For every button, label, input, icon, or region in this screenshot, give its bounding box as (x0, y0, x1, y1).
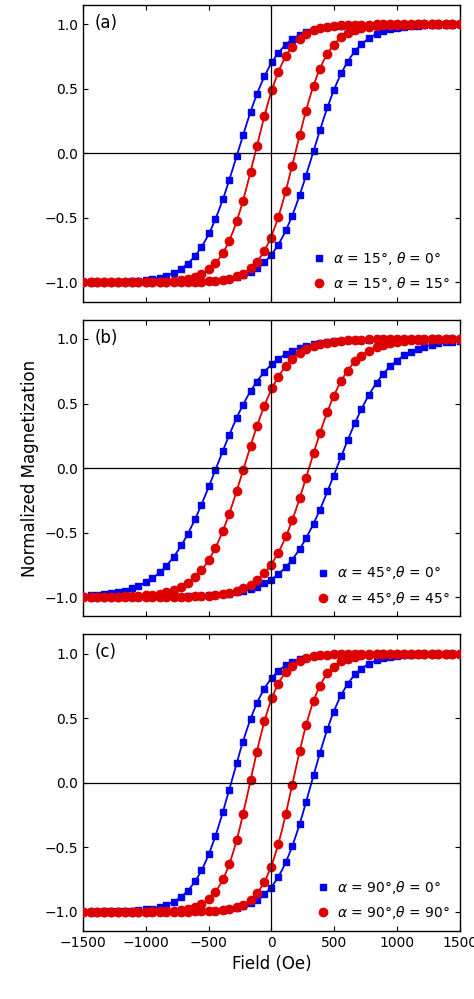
Text: (c): (c) (94, 643, 116, 661)
$\alpha$ = 45°,$\theta$ = 45° (80, 591, 86, 603)
Y-axis label: Normalized Magnetization: Normalized Magnetization (21, 360, 39, 576)
$\alpha$ = 15°, $\theta$ = 0° (415, 20, 421, 32)
$\alpha$ = 90°,$\theta$ = 0° (88, 906, 93, 918)
$\alpha$ = 15°, $\theta$ = 15° (366, 21, 372, 33)
$\alpha$ = 90°,$\theta$ = 90° (415, 647, 421, 659)
$\alpha$ = 45°,$\theta$ = 45° (88, 591, 93, 603)
$\alpha$ = 45°,$\theta$ = 45° (317, 428, 323, 440)
$\alpha$ = 15°, $\theta$ = 0° (457, 19, 463, 31)
$\alpha$ = 15°, $\theta$ = 0° (88, 277, 93, 289)
$\alpha$ = 90°,$\theta$ = 0° (122, 906, 128, 918)
Text: (b): (b) (94, 329, 118, 347)
Line: $\alpha$ = 45°,$\theta$ = 45°: $\alpha$ = 45°,$\theta$ = 45° (79, 335, 464, 601)
$\alpha$ = 90°,$\theta$ = 90° (457, 647, 463, 659)
$\alpha$ = 45°,$\theta$ = 0° (415, 343, 421, 355)
$\alpha$ = 15°, $\theta$ = 15° (122, 277, 128, 289)
$\alpha$ = 45°,$\theta$ = 45° (366, 345, 372, 357)
Line: $\alpha$ = 15°, $\theta$ = 0°: $\alpha$ = 15°, $\theta$ = 0° (80, 21, 463, 286)
$\alpha$ = 45°,$\theta$ = 45° (388, 337, 393, 349)
$\alpha$ = 90°,$\theta$ = 90° (317, 680, 323, 692)
$\alpha$ = 15°, $\theta$ = 15° (317, 63, 323, 75)
$\alpha$ = 15°, $\theta$ = 15° (415, 18, 421, 30)
$\alpha$ = 15°, $\theta$ = 15° (388, 19, 393, 31)
Line: $\alpha$ = 45°,$\theta$ = 0°: $\alpha$ = 45°,$\theta$ = 0° (80, 338, 463, 600)
Legend: $\alpha$ = 15°, $\theta$ = 0°, $\alpha$ = 15°, $\theta$ = 15°: $\alpha$ = 15°, $\theta$ = 0°, $\alpha$ … (308, 247, 453, 295)
$\alpha$ = 45°,$\theta$ = 0° (388, 360, 393, 372)
$\alpha$ = 45°,$\theta$ = 0° (80, 591, 86, 603)
Line: $\alpha$ = 90°,$\theta$ = 0°: $\alpha$ = 90°,$\theta$ = 0° (80, 650, 463, 915)
$\alpha$ = 90°,$\theta$ = 0° (457, 647, 463, 659)
Line: $\alpha$ = 90°,$\theta$ = 90°: $\alpha$ = 90°,$\theta$ = 90° (79, 649, 464, 916)
X-axis label: Field (Oe): Field (Oe) (232, 955, 311, 973)
$\alpha$ = 15°, $\theta$ = 0° (122, 277, 128, 289)
$\alpha$ = 45°,$\theta$ = 45° (122, 591, 128, 603)
$\alpha$ = 15°, $\theta$ = 15° (80, 277, 86, 289)
$\alpha$ = 90°,$\theta$ = 90° (80, 906, 86, 918)
$\alpha$ = 45°,$\theta$ = 0° (122, 591, 128, 603)
Text: (a): (a) (94, 14, 117, 32)
$\alpha$ = 90°,$\theta$ = 0° (388, 650, 393, 662)
$\alpha$ = 45°,$\theta$ = 0° (317, 503, 323, 515)
$\alpha$ = 90°,$\theta$ = 90° (366, 648, 372, 660)
$\alpha$ = 90°,$\theta$ = 90° (388, 647, 393, 659)
$\alpha$ = 15°, $\theta$ = 15° (457, 18, 463, 30)
$\alpha$ = 90°,$\theta$ = 0° (415, 648, 421, 660)
$\alpha$ = 15°, $\theta$ = 0° (80, 277, 86, 289)
Legend: $\alpha$ = 45°,$\theta$ = 0°, $\alpha$ = 45°,$\theta$ = 45°: $\alpha$ = 45°,$\theta$ = 0°, $\alpha$ =… (312, 561, 453, 609)
$\alpha$ = 90°,$\theta$ = 0° (317, 747, 323, 759)
$\alpha$ = 45°,$\theta$ = 0° (366, 389, 372, 401)
$\alpha$ = 90°,$\theta$ = 90° (88, 906, 93, 918)
$\alpha$ = 45°,$\theta$ = 0° (457, 335, 463, 347)
$\alpha$ = 90°,$\theta$ = 90° (122, 906, 128, 918)
$\alpha$ = 15°, $\theta$ = 0° (388, 23, 393, 35)
$\alpha$ = 15°, $\theta$ = 0° (317, 125, 323, 137)
$\alpha$ = 45°,$\theta$ = 45° (415, 334, 421, 346)
Legend: $\alpha$ = 90°,$\theta$ = 0°, $\alpha$ = 90°,$\theta$ = 90°: $\alpha$ = 90°,$\theta$ = 0°, $\alpha$ =… (312, 876, 453, 924)
$\alpha$ = 90°,$\theta$ = 0° (80, 906, 86, 918)
$\alpha$ = 15°, $\theta$ = 15° (88, 277, 93, 289)
$\alpha$ = 90°,$\theta$ = 0° (366, 657, 372, 669)
Line: $\alpha$ = 15°, $\theta$ = 15°: $\alpha$ = 15°, $\theta$ = 15° (79, 20, 464, 287)
$\alpha$ = 45°,$\theta$ = 45° (457, 333, 463, 345)
$\alpha$ = 15°, $\theta$ = 0° (366, 32, 372, 44)
$\alpha$ = 45°,$\theta$ = 0° (88, 591, 93, 603)
